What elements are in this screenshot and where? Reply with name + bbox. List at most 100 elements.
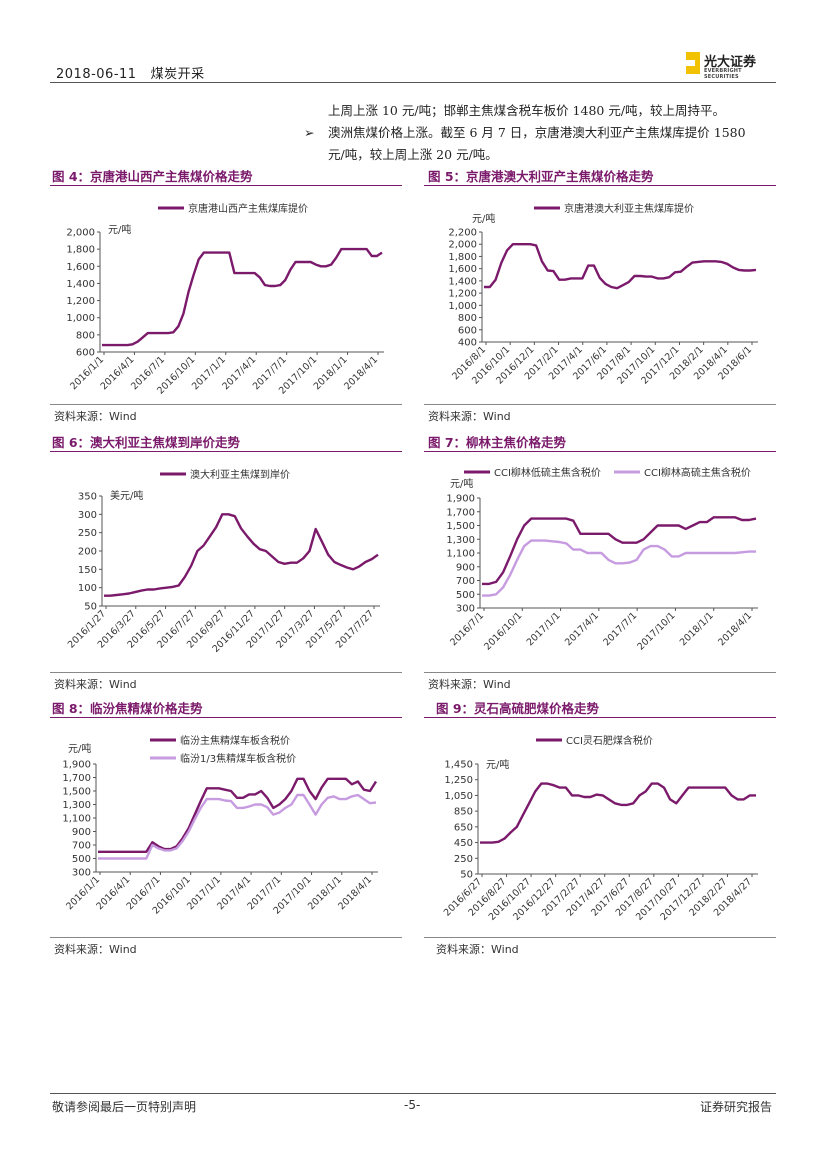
y-tick-label-3-5: 900 [456,562,475,573]
y-tick-label-3-2: 1,500 [446,521,475,532]
figure-5-title-rule [424,185,776,186]
unit-label-3: 元/吨 [450,477,473,490]
figure-9-source-rule [424,937,776,938]
y-tick-label-3-4: 1,100 [446,549,475,560]
legend-label-5-0: CCI灵石肥煤含税价 [566,734,653,747]
unit-label-2: 美元/吨 [110,489,143,502]
y-tick-label-3-0: 1,900 [446,494,475,505]
y-tick-label-1-3: 1,600 [448,264,477,275]
y-tick-label-2-4: 150 [78,565,97,576]
report-section: 煤炭开采 [150,67,205,82]
y-tick-label-2-6: 50 [84,602,97,613]
y-tick-label-1-8: 600 [458,325,477,336]
y-tick-label-1-7: 800 [458,313,477,324]
bullet-arrow-icon: ➢ [304,125,315,140]
y-tick-label-5-1: 1,250 [444,775,473,786]
y-tick-label-3-6: 700 [456,576,475,587]
page-number: -5- [404,1098,421,1112]
series-line-1-0 [484,243,757,290]
y-tick-label-4-3: 1,300 [62,800,91,811]
y-tick-label-3-3: 1,300 [446,535,475,546]
y-tick-label-4-4: 1,100 [62,814,91,825]
figure-5-source: 资料来源：Wind [428,410,511,423]
y-tick-label-3-8: 300 [456,604,475,615]
series-line-0-0 [102,247,383,347]
figure-7-title-rule [424,451,776,452]
y-tick-label-4-6: 700 [72,841,91,852]
y-tick-label-1-2: 1,800 [448,252,477,263]
x-tick-label-4-9: 2018/4/1 [336,874,374,912]
x-tick-label-3-6: 2018/1/1 [678,610,716,648]
legend-label-1-0: 京唐港澳大利亚主焦煤库提价 [564,202,694,215]
x-tick-label-3-7: 2018/4/1 [716,610,754,648]
y-tick-label-0-7: 600 [76,348,95,359]
y-tick-label-1-9: 400 [458,338,477,349]
series-line-2-0 [104,513,379,597]
y-tick-label-2-0: 350 [78,492,97,503]
figure-6-title-rule [50,451,402,452]
unit-label-0: 元/吨 [108,223,131,236]
figure-8-title: 图 8：临汾焦精煤价格走势 [52,701,203,716]
figure-6-chart: 澳大利亚主焦煤到岸价美元/吨350300250200150100502016/1… [66,468,380,655]
figure-9-source: 资料来源：Wind [436,943,519,956]
y-tick-label-5-0: 1,450 [444,760,473,771]
logo-subtitle: EVERBRIGHT SECURITIES [704,68,742,80]
y-tick-label-4-0: 1,900 [62,760,91,771]
x-tick-label-3-5: 2017/10/1 [635,610,677,652]
y-tick-label-1-0: 2,200 [448,228,477,239]
report-header: 2018-06-11 煤炭开采 [56,63,205,82]
figure-9-title-rule [424,717,776,718]
y-tick-label-2-3: 200 [78,547,97,558]
x-tick-label-3-0: 2016/7/1 [448,610,486,648]
figure-7-title: 图 7：柳林主焦价格走势 [428,435,567,450]
y-tick-label-4-1: 1,700 [62,773,91,784]
legend-label-0-0: 京唐港山西产主焦煤库提价 [188,202,308,215]
y-tick-label-2-1: 300 [78,510,97,521]
legend-label-2-0: 澳大利亚主焦煤到岸价 [190,468,290,481]
y-tick-label-0-4: 1,200 [66,296,95,307]
figure-6-source: 资料来源：Wind [54,678,137,691]
series-line-4-1 [98,793,377,860]
figure-4-title: 图 4：京唐港山西产主焦煤价格走势 [52,169,253,184]
y-tick-label-4-7: 500 [72,854,91,865]
figure-5-source-rule [424,404,776,405]
unit-label-4: 元/吨 [68,742,91,755]
y-tick-label-3-1: 1,700 [446,507,475,518]
y-tick-label-0-3: 1,400 [66,279,95,290]
y-tick-label-5-4: 650 [454,822,473,833]
x-tick-label-3-2: 2017/1/1 [525,610,563,648]
body-line-1: 上周上涨 10 元/吨；邯郸主焦煤含税车板价 1480 元/吨，较上周持平。 [328,103,726,118]
y-tick-label-0-1: 1,800 [66,245,95,256]
y-tick-label-5-6: 250 [454,854,473,865]
body-line-3: 元/吨，较上周上涨 20 元/吨。 [328,147,498,162]
unit-label-1: 元/吨 [472,212,495,225]
y-tick-label-1-5: 1,200 [448,289,477,300]
series-line-3-1 [482,539,756,597]
figure-8-source-rule [50,937,402,938]
y-tick-label-0-5: 1,000 [66,313,95,324]
figure-4-source-rule [50,404,402,405]
legend-label-4-1: 临汾1/3焦精煤车板含税价 [180,752,296,765]
y-tick-label-1-6: 1,000 [448,301,477,312]
legend-label-4-0: 临汾主焦精煤车板含税价 [180,734,290,747]
y-tick-label-5-3: 850 [454,807,473,818]
footer-disclaimer: 敬请参阅最后一页特别声明 [52,1100,197,1114]
unit-label-5: 元/吨 [486,758,509,771]
y-tick-label-2-2: 250 [78,528,97,539]
x-tick-label-3-4: 2017/7/1 [601,610,639,648]
y-tick-label-5-2: 1,050 [444,791,473,802]
y-tick-label-4-5: 900 [72,827,91,838]
figure-9-title: 图 9：灵石高硫肥煤价格走势 [436,701,600,716]
y-tick-label-2-5: 100 [78,583,97,594]
series-line-3-0 [482,516,757,586]
legend-label-3-1: CCI柳林高硫主焦含税价 [644,466,751,479]
figure-8-source: 资料来源：Wind [54,943,137,956]
legend-label-3-0: CCI柳林低硫主焦含税价 [494,466,601,479]
header-divider [50,82,776,83]
figure-6-source-rule [50,672,402,673]
